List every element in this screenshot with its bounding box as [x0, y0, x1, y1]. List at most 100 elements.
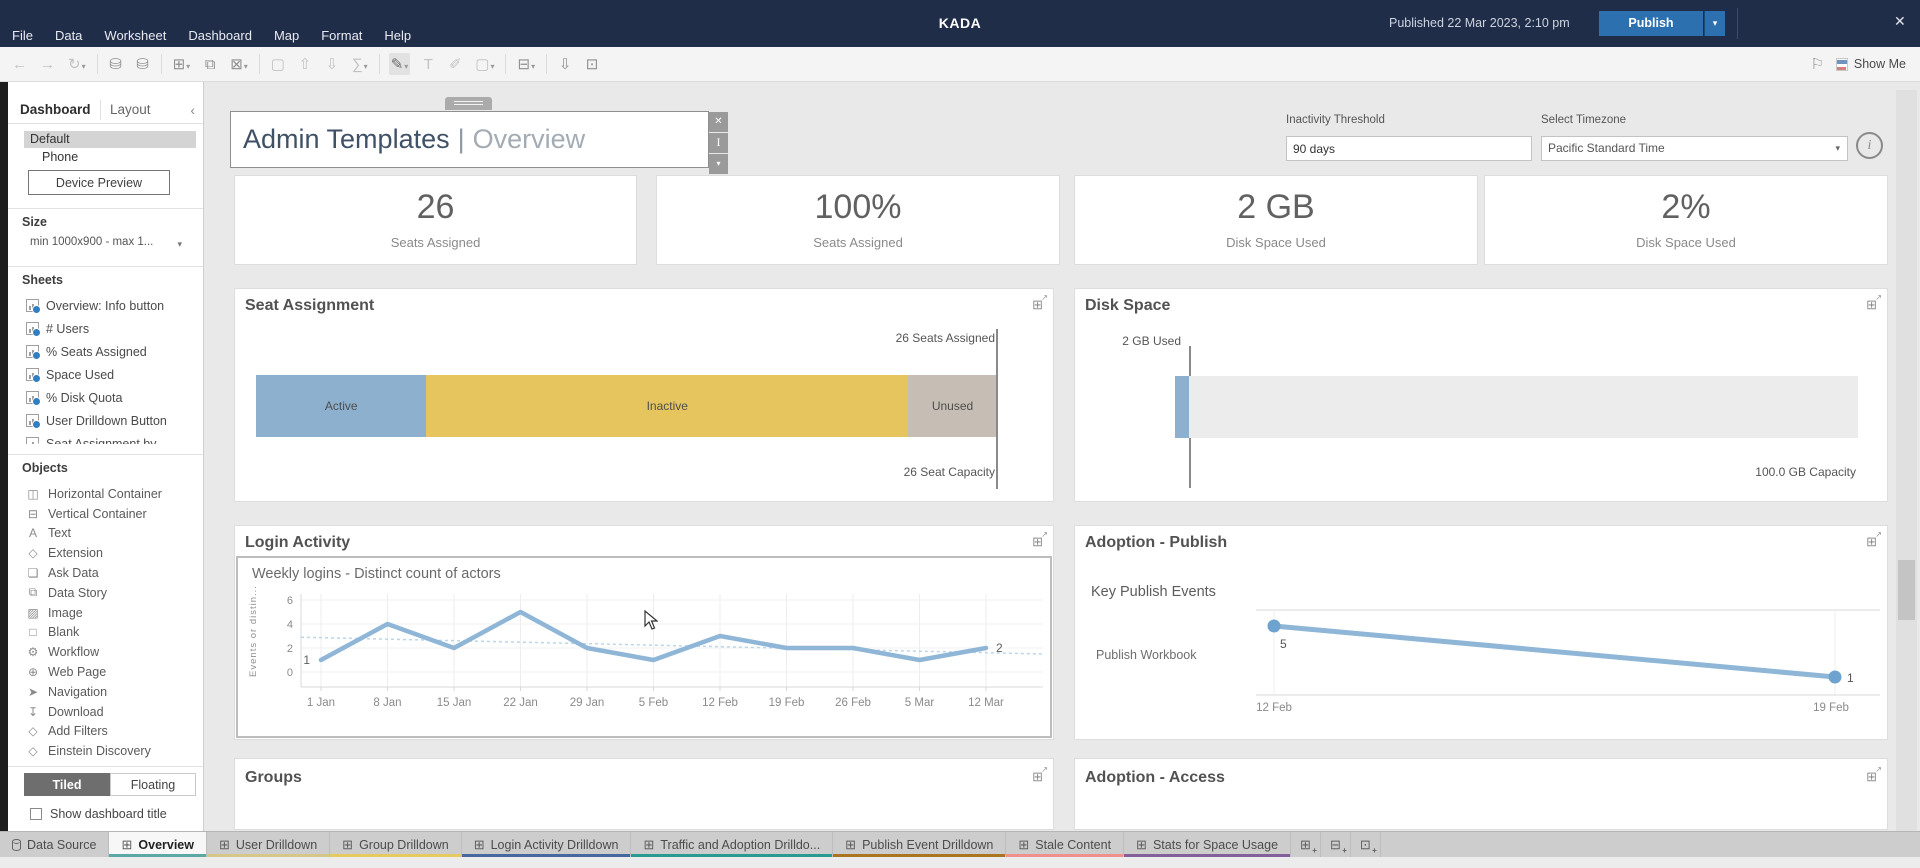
- remove-object-icon[interactable]: ✕: [709, 112, 728, 132]
- menu-help[interactable]: Help: [384, 28, 412, 43]
- new-dashboard-button[interactable]: ⊟: [1321, 832, 1351, 857]
- tab-traffic-and-adoption-drilldo-[interactable]: ⊞ Traffic and Adoption Drilldo...: [631, 832, 834, 857]
- sheet-item-user-drilldown-button[interactable]: User Drilldown Button: [8, 409, 203, 432]
- tab-stale-content[interactable]: ⊞ Stale Content: [1006, 832, 1125, 857]
- refresh-data-icon[interactable]: ↻▾: [68, 56, 86, 73]
- borders-icon[interactable]: ▢▾: [475, 56, 495, 73]
- sheet-item-seat-assignment-by[interactable]: Seat Assignment by: [8, 432, 203, 444]
- info-button[interactable]: i: [1856, 132, 1883, 159]
- container-drag-handle[interactable]: [445, 97, 492, 110]
- device-mode-default[interactable]: Default: [24, 131, 196, 148]
- tab-overview[interactable]: ⊞ Overview: [109, 832, 207, 857]
- show-me-button[interactable]: Show Me: [1835, 57, 1906, 71]
- highlight-icon[interactable]: ✎▾: [388, 53, 411, 75]
- tab-group-drilldown[interactable]: ⊞ Group Drilldown: [330, 832, 462, 857]
- sort-ascending-icon[interactable]: ⇧: [298, 56, 312, 73]
- menu-format[interactable]: Format: [321, 28, 363, 43]
- close-icon[interactable]: ✕: [1894, 13, 1906, 29]
- go-to-sheet-icon[interactable]: ⊞ ↗: [1032, 530, 1048, 550]
- inactivity-threshold-input[interactable]: [1286, 136, 1532, 161]
- go-to-sheet-icon[interactable]: ⊞ ↗: [1032, 765, 1048, 785]
- new-worksheet-icon[interactable]: ⊞▾: [172, 56, 191, 73]
- kpi-card-seats-assigned[interactable]: 100% Seats Assigned: [656, 175, 1060, 265]
- download-device-icon[interactable]: ⇩: [558, 56, 572, 73]
- device-layout-icon[interactable]: ⊡: [585, 56, 599, 73]
- sheet-item--users[interactable]: # Users: [8, 317, 203, 340]
- object-item-horizontal-container[interactable]: ◫ Horizontal Container: [8, 484, 203, 504]
- sheet-item-space-used[interactable]: Space Used: [8, 363, 203, 386]
- timezone-dropdown[interactable]: Pacific Standard Time ▾: [1541, 136, 1848, 161]
- groups-panel[interactable]: Groups ⊞ ↗: [234, 758, 1054, 830]
- login-activity-chart[interactable]: 0 2 4 6 1 Jan 8 Jan 15 Jan 22 Jan 29 Jan 5 Feb 12 …: [237, 588, 1049, 723]
- object-item-navigation[interactable]: ➤ Navigation: [8, 682, 203, 702]
- tiled-button[interactable]: Tiled: [24, 773, 110, 796]
- undo-icon[interactable]: ←: [12, 55, 27, 73]
- tab-dashboard[interactable]: Dashboard: [20, 102, 91, 117]
- presentation-mode-icon[interactable]: ⚐: [1810, 56, 1824, 73]
- object-item-text[interactable]: A Text: [8, 524, 203, 544]
- kpi-card-disk-space-used[interactable]: 2 GB Disk Space Used: [1074, 175, 1478, 265]
- object-item-vertical-container[interactable]: ⊟ Vertical Container: [8, 504, 203, 524]
- format-text-icon[interactable]: T: [423, 55, 433, 73]
- tab-publish-event-drilldown[interactable]: ⊞ Publish Event Drilldown: [833, 832, 1007, 857]
- clear-sheet-icon[interactable]: ⊠▾: [230, 56, 248, 73]
- sheet-item--seats-assigned[interactable]: % Seats Assigned: [8, 340, 203, 363]
- seat-assignment-panel[interactable]: Seat Assignment ⊞ ↗ 26 Seats Assigned Act…: [234, 288, 1054, 502]
- menu-dashboard[interactable]: Dashboard: [188, 28, 252, 43]
- tab-data-source[interactable]: Data Source: [0, 832, 110, 857]
- go-to-sheet-icon[interactable]: ⊞ ↗: [1866, 765, 1882, 785]
- new-worksheet-button[interactable]: ⊞: [1291, 832, 1321, 857]
- object-item-einstein-discovery[interactable]: ◇ Einstein Discovery: [8, 741, 203, 761]
- scrollbar-thumb[interactable]: [1898, 560, 1915, 620]
- redo-icon[interactable]: →: [40, 55, 55, 73]
- publish-dropdown-icon[interactable]: ▾: [1704, 11, 1725, 36]
- object-item-add-filters[interactable]: ◇ Add Filters: [8, 722, 203, 742]
- adoption-access-panel[interactable]: Adoption - Access ⊞ ↗: [1074, 758, 1888, 830]
- object-item-download[interactable]: ↧ Download: [8, 702, 203, 722]
- kpi-card-disk-space-used[interactable]: 2% Disk Space Used: [1484, 175, 1888, 265]
- adoption-publish-panel[interactable]: Adoption - Publish ⊞ ↗ Key Publish Events…: [1074, 525, 1888, 740]
- disk-space-bar[interactable]: [1175, 376, 1858, 438]
- show-hide-cards-icon[interactable]: ⊟▾: [517, 56, 536, 73]
- go-to-sheet-icon[interactable]: ⊞ ↗: [1032, 293, 1048, 313]
- seat-segment-inactive[interactable]: Inactive: [426, 375, 909, 437]
- vertical-scrollbar[interactable]: [1896, 90, 1917, 831]
- object-item-blank[interactable]: □ Blank: [8, 623, 203, 643]
- annotate-icon[interactable]: ✐: [448, 56, 462, 73]
- sort-descending-icon[interactable]: ⇩: [325, 56, 339, 73]
- sheet-item--disk-quota[interactable]: % Disk Quota: [8, 386, 203, 409]
- tab-layout[interactable]: Layout: [110, 102, 151, 117]
- show-dashboard-title-checkbox[interactable]: Show dashboard title: [30, 807, 167, 821]
- dashboard-title-object[interactable]: Admin Templates | Overview: [230, 111, 709, 168]
- tab-user-drilldown[interactable]: ⊞ User Drilldown: [206, 832, 331, 857]
- kpi-card-seats-assigned[interactable]: 26 Seats Assigned: [234, 175, 637, 265]
- login-activity-panel[interactable]: Login Activity ⊞ ↗ Weekly logins - Distin…: [234, 525, 1054, 740]
- menu-worksheet[interactable]: Worksheet: [104, 28, 167, 43]
- seat-segment-unused[interactable]: Unused: [908, 375, 997, 437]
- publish-button[interactable]: Publish: [1599, 11, 1703, 36]
- go-to-sheet-icon[interactable]: ⊞ ↗: [1866, 293, 1882, 313]
- menu-file[interactable]: File: [12, 28, 33, 43]
- object-item-extension[interactable]: ◇ Extension: [8, 543, 203, 563]
- new-story-button[interactable]: ⊡: [1351, 832, 1381, 857]
- object-item-web-page[interactable]: ⊕ Web Page: [8, 662, 203, 682]
- object-item-data-story[interactable]: ⧉ Data Story: [8, 583, 203, 603]
- totals-icon[interactable]: ∑▾: [351, 55, 368, 73]
- menu-data[interactable]: Data: [54, 28, 83, 43]
- sheet-item-overview-info-button[interactable]: Overview: Info button: [8, 294, 203, 317]
- go-to-sheet-icon[interactable]: ⊞ ↗: [1866, 530, 1882, 550]
- object-item-ask-data[interactable]: ❏ Ask Data: [8, 563, 203, 583]
- size-dropdown[interactable]: min 1000x900 - max 1... ▾: [30, 236, 182, 256]
- disk-space-panel[interactable]: Disk Space ⊞ ↗ 2 GB Used 100.0 GB Capacit…: [1074, 288, 1888, 502]
- pause-updates-icon[interactable]: ⛁: [136, 56, 149, 73]
- device-mode-phone[interactable]: Phone: [24, 149, 196, 166]
- seat-segment-active[interactable]: Active: [256, 375, 427, 437]
- tab-login-activity-drilldown[interactable]: ⊞ Login Activity Drilldown: [461, 832, 632, 857]
- adoption-publish-chart[interactable]: 5 1 12 Feb 19 Feb: [1256, 606, 1880, 718]
- device-preview-button[interactable]: Device Preview: [28, 170, 170, 195]
- menu-map[interactable]: Map: [273, 28, 300, 43]
- floating-button[interactable]: Floating: [110, 773, 196, 796]
- tab-stats-for-space-usage[interactable]: ⊞ Stats for Space Usage: [1124, 832, 1292, 857]
- collapse-pane-icon[interactable]: ‹: [190, 102, 195, 118]
- pin-object-icon[interactable]: I: [709, 133, 728, 153]
